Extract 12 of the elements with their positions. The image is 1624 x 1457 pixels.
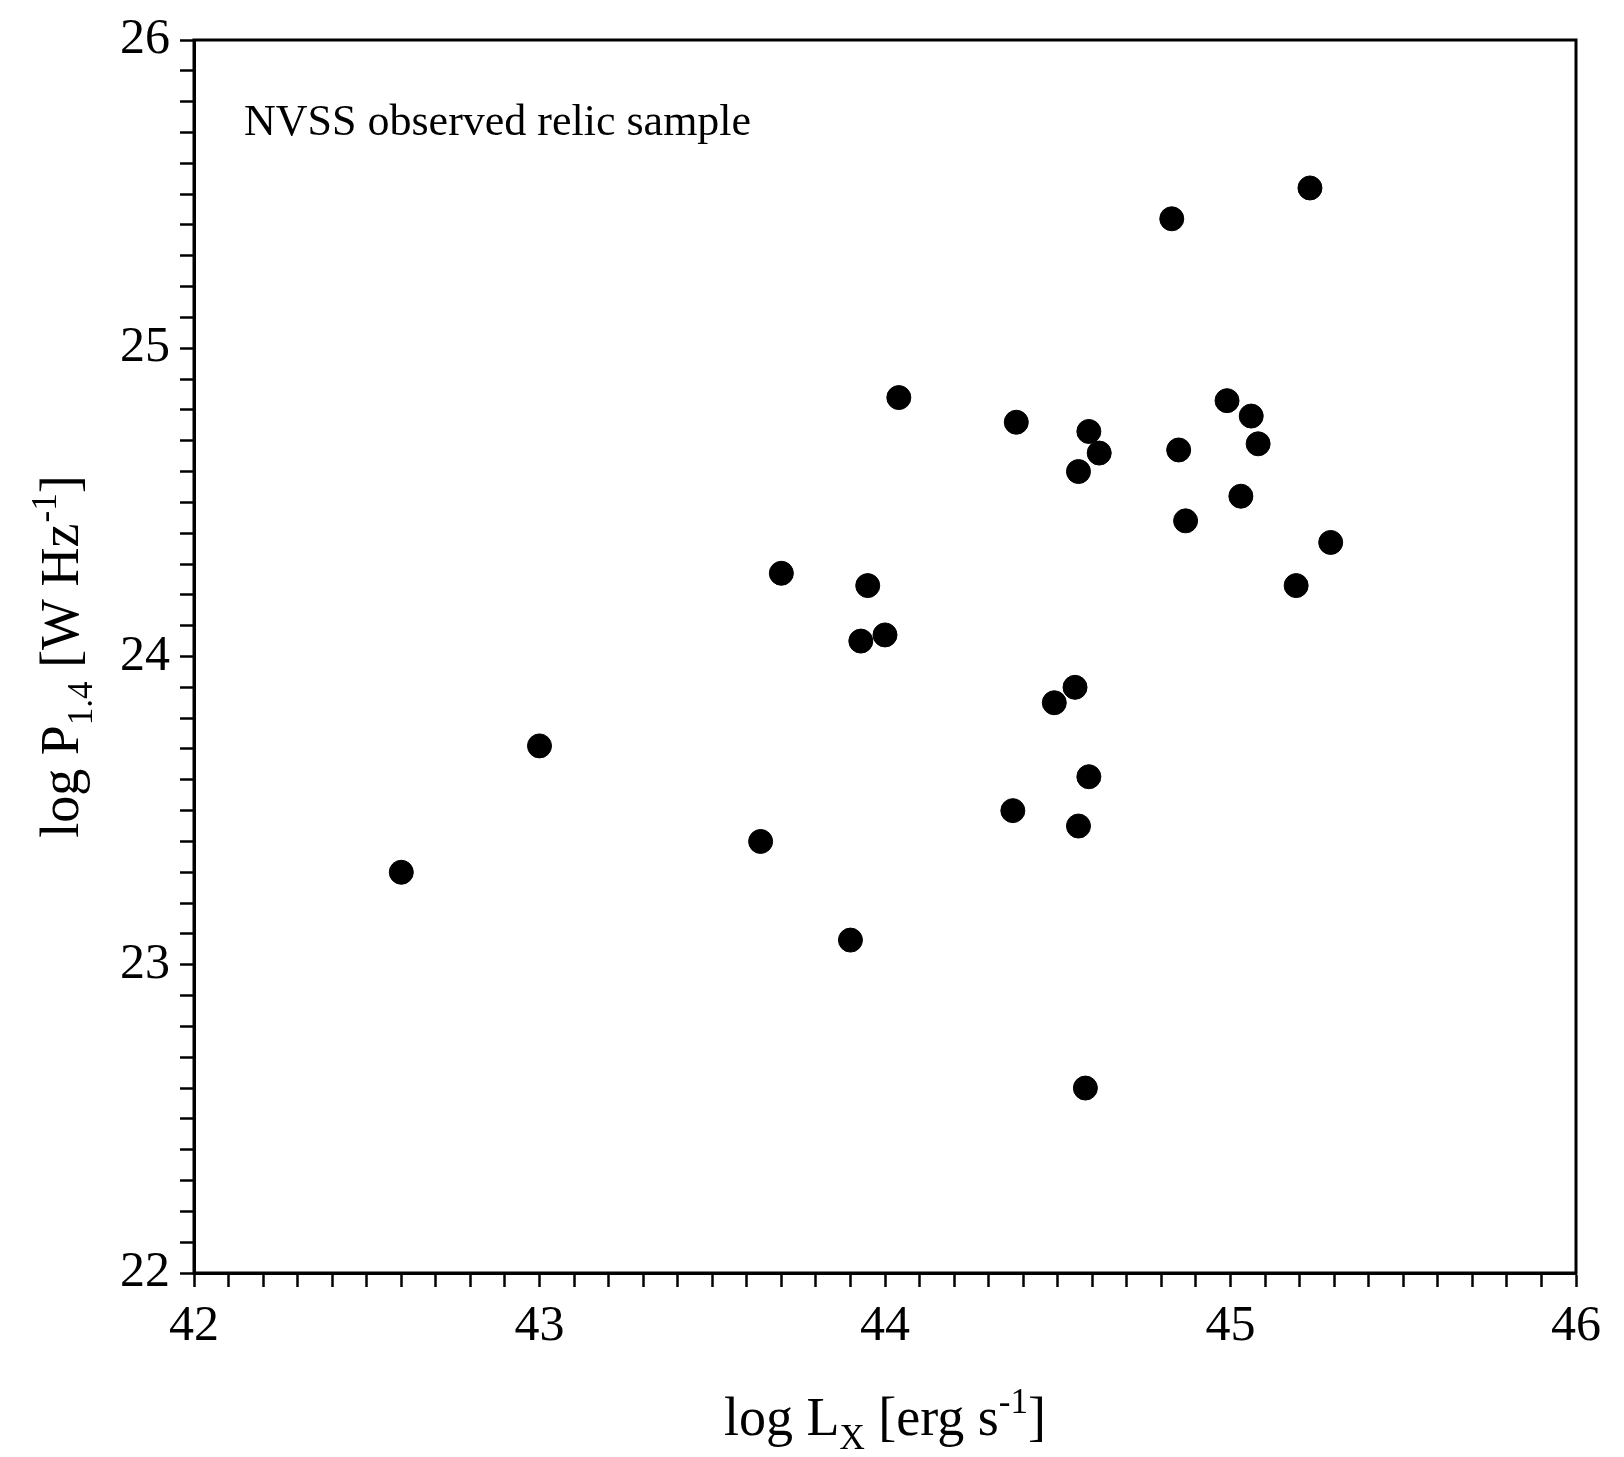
x-tick-label: 43 xyxy=(514,1295,565,1352)
y-tick-label: 22 xyxy=(120,1241,170,1298)
y-tick-label: 26 xyxy=(120,8,170,65)
x-tick-label: 46 xyxy=(1551,1295,1601,1352)
annotation: NVSS observed relic sample xyxy=(244,96,752,145)
y-tick-label: 23 xyxy=(120,932,170,989)
y-tick-label: 25 xyxy=(120,316,170,373)
x-tick-label: 42 xyxy=(169,1295,219,1352)
y-tick-label: 24 xyxy=(120,624,170,681)
x-tick-label: 45 xyxy=(1205,1295,1256,1352)
x-tick-label: 44 xyxy=(860,1295,910,1352)
y-axis-title: log P1.4 [W Hz-1] xyxy=(25,475,100,838)
